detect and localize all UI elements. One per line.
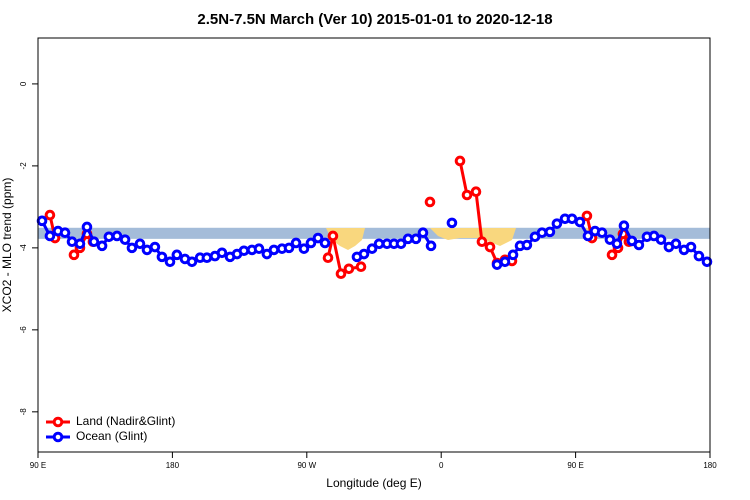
x-tick-label: 180 xyxy=(166,461,180,470)
y-tick-label: -6 xyxy=(19,326,28,334)
point xyxy=(283,242,295,254)
point xyxy=(201,252,213,264)
point xyxy=(238,245,250,257)
point xyxy=(507,249,519,261)
point xyxy=(581,210,593,222)
point xyxy=(544,226,556,238)
point xyxy=(335,268,347,279)
point xyxy=(319,237,331,249)
point xyxy=(655,234,667,245)
point xyxy=(216,247,228,259)
point xyxy=(74,238,86,250)
point xyxy=(670,238,682,250)
data-layer xyxy=(36,155,713,279)
point xyxy=(312,232,324,244)
band-layer xyxy=(38,227,710,239)
point xyxy=(470,186,482,198)
point xyxy=(701,256,713,268)
series-line xyxy=(48,160,631,277)
point xyxy=(606,249,618,261)
point xyxy=(343,263,355,275)
x-tick-label: 180 xyxy=(703,461,717,470)
legend-marker xyxy=(52,416,64,428)
chart-title: 2.5N-7.5N March (Ver 10) 2015-01-01 to 2… xyxy=(197,11,552,28)
point xyxy=(395,238,407,250)
x-tick-label: 90 W xyxy=(297,461,316,470)
y-tick-label: -4 xyxy=(19,244,28,252)
point xyxy=(693,250,705,262)
point xyxy=(36,215,48,227)
point xyxy=(126,242,138,254)
point xyxy=(476,236,488,248)
point xyxy=(156,251,168,263)
point xyxy=(551,218,563,229)
point xyxy=(424,196,436,208)
point xyxy=(290,237,302,249)
point xyxy=(171,249,183,261)
point xyxy=(358,248,370,260)
point xyxy=(186,256,198,268)
x-tick-label: 0 xyxy=(439,461,444,470)
point xyxy=(134,238,146,250)
reference-band xyxy=(38,227,710,239)
point xyxy=(298,243,310,254)
point xyxy=(366,243,378,254)
point xyxy=(521,239,533,251)
point xyxy=(327,230,339,242)
point xyxy=(461,189,473,201)
point xyxy=(355,261,367,273)
legend-marker xyxy=(52,431,64,443)
legend-label: Land (Nadir&Glint) xyxy=(76,414,175,428)
point xyxy=(574,216,586,228)
point xyxy=(59,227,71,239)
patch xyxy=(430,228,516,246)
x-tick-label: 90 E xyxy=(30,461,46,470)
point xyxy=(44,209,56,221)
point xyxy=(536,227,548,239)
point xyxy=(633,239,645,251)
point xyxy=(582,230,594,242)
point xyxy=(454,155,466,167)
point xyxy=(149,241,161,253)
point xyxy=(425,240,437,252)
plot-frame xyxy=(37,37,711,453)
point xyxy=(44,230,56,242)
point xyxy=(88,236,100,248)
point xyxy=(103,231,115,243)
point xyxy=(618,220,630,232)
y-tick-label: -8 xyxy=(19,408,28,416)
point xyxy=(596,227,608,239)
point xyxy=(484,241,496,253)
point xyxy=(446,217,458,229)
point xyxy=(268,244,280,256)
y-axis-label: XCO2 - MLO trend (ppm) xyxy=(0,178,14,313)
legend-label: Ocean (Glint) xyxy=(76,429,147,443)
point xyxy=(305,237,317,249)
point xyxy=(499,256,511,268)
point xyxy=(410,233,422,245)
y-tick-label: 0 xyxy=(19,81,28,86)
point xyxy=(111,230,123,242)
point xyxy=(119,234,131,245)
point xyxy=(68,249,80,261)
point xyxy=(81,221,93,233)
point xyxy=(322,252,334,264)
point xyxy=(417,227,429,239)
point xyxy=(685,241,697,253)
x-tick-label: 90 E xyxy=(567,461,583,470)
point xyxy=(96,240,108,252)
point xyxy=(611,238,623,250)
point xyxy=(164,256,176,268)
y-tick-label: -2 xyxy=(19,162,28,170)
point xyxy=(253,243,265,254)
x-axis-label: Longitude (deg E) xyxy=(326,476,421,490)
